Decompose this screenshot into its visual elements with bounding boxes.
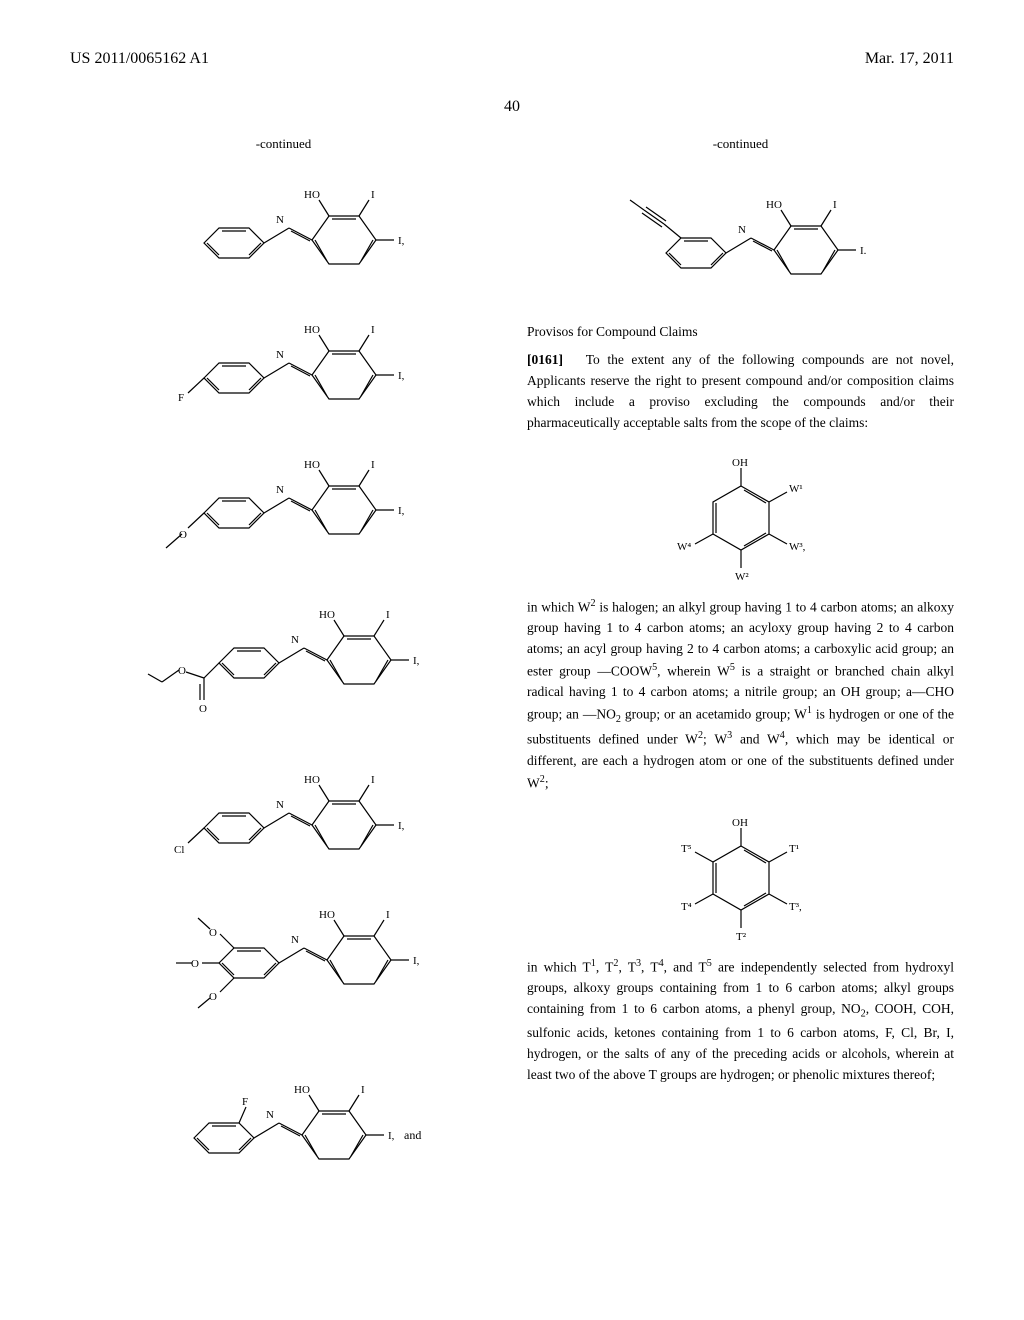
svg-text:OH: OH: [732, 457, 748, 469]
svg-text:N: N: [266, 1109, 274, 1121]
svg-text:I,: I,: [388, 1130, 395, 1142]
svg-text:I: I: [371, 189, 375, 201]
chem-structure-top-right: N HO I I.: [586, 158, 896, 308]
svg-text:O: O: [179, 529, 187, 541]
svg-text:I: I: [361, 1084, 365, 1096]
chem-structure-5: Cl N HO I I,: [144, 743, 424, 878]
svg-text:N: N: [738, 224, 746, 236]
svg-text:N: N: [291, 634, 299, 646]
svg-text:N: N: [276, 484, 284, 496]
svg-text:HO: HO: [304, 189, 320, 201]
paragraph-w-definition: in which W2 is halogen; an alkyl group h…: [527, 596, 954, 794]
svg-text:N: N: [276, 799, 284, 811]
svg-text:T²: T²: [736, 931, 747, 943]
patent-number: US 2011/0065162 A1: [70, 50, 209, 68]
svg-text:I: I: [386, 609, 390, 621]
svg-text:O: O: [209, 991, 217, 1003]
svg-text:I,: I,: [398, 820, 405, 832]
svg-text:O: O: [178, 665, 186, 677]
svg-text:HO: HO: [319, 609, 335, 621]
svg-text:HO: HO: [766, 199, 782, 211]
chem-structure-2: F N HO I I,: [144, 293, 424, 428]
continued-label-left: -continued: [70, 136, 497, 152]
svg-text:HO: HO: [304, 774, 320, 786]
svg-text:O: O: [191, 958, 199, 970]
paragraph-0161: [0161] To the extent any of the followin…: [527, 350, 954, 434]
svg-text:I,: I,: [413, 655, 420, 667]
svg-text:I,: I,: [398, 370, 405, 382]
svg-text:HO: HO: [304, 459, 320, 471]
svg-text:T³,: T³,: [789, 901, 802, 913]
svg-text:I: I: [386, 909, 390, 921]
svg-text:O: O: [209, 927, 217, 939]
svg-text:HO: HO: [294, 1084, 310, 1096]
svg-text:F: F: [242, 1096, 248, 1108]
svg-text:N: N: [276, 349, 284, 361]
svg-text:W³,: W³,: [789, 541, 806, 553]
svg-text:I: I: [371, 324, 375, 336]
chem-structure-6: O O O N HO I I,: [144, 878, 424, 1053]
paragraph-1-text: To the extent any of the following compo…: [527, 352, 954, 430]
publication-date: Mar. 17, 2011: [865, 50, 954, 68]
svg-text:I,: I,: [413, 955, 420, 967]
chem-structure-3: O N HO I I,: [144, 428, 424, 578]
svg-text:W¹: W¹: [789, 483, 803, 495]
chem-structure-4: O O N HO I I,: [144, 578, 424, 743]
svg-text:T¹: T¹: [789, 843, 799, 855]
paragraph-number: [0161]: [527, 352, 563, 367]
svg-text:I.: I.: [860, 245, 867, 257]
continued-label-right: -continued: [527, 136, 954, 152]
chem-structure-7: F N HO I I, and: [134, 1053, 434, 1193]
svg-text:and: and: [404, 1128, 421, 1142]
svg-text:T⁵: T⁵: [681, 843, 692, 855]
svg-text:HO: HO: [319, 909, 335, 921]
svg-text:I: I: [833, 199, 837, 211]
right-column: -continued: [527, 136, 954, 1193]
svg-text:I: I: [371, 774, 375, 786]
svg-text:I,: I,: [398, 235, 405, 247]
content-columns: -continued: [70, 136, 954, 1193]
paragraph-t-definition: in which T1, T2, T3, T4, and T5 are inde…: [527, 956, 954, 1085]
svg-text:N: N: [291, 934, 299, 946]
left-column: -continued: [70, 136, 497, 1193]
chem-formula-t: OH T¹ T³, T² T⁴ T⁵: [641, 806, 841, 956]
page-number: 40: [70, 98, 954, 116]
svg-text:N: N: [276, 214, 284, 226]
section-title: Provisos for Compound Claims: [527, 324, 954, 340]
svg-text:I: I: [371, 459, 375, 471]
svg-text:W⁴: W⁴: [677, 541, 691, 553]
svg-text:I,: I,: [398, 505, 405, 517]
svg-text:O: O: [199, 703, 207, 715]
chem-formula-w: OH W¹ W³, W² W⁴: [641, 446, 841, 596]
svg-text:F: F: [178, 392, 184, 404]
svg-text:W²: W²: [735, 571, 749, 583]
chem-structure-1: N HO I I,: [144, 158, 424, 293]
svg-text:HO: HO: [304, 324, 320, 336]
svg-text:Cl: Cl: [174, 844, 184, 856]
svg-text:T⁴: T⁴: [681, 901, 692, 913]
svg-text:OH: OH: [732, 817, 748, 829]
page-header: US 2011/0065162 A1 Mar. 17, 2011: [70, 50, 954, 68]
